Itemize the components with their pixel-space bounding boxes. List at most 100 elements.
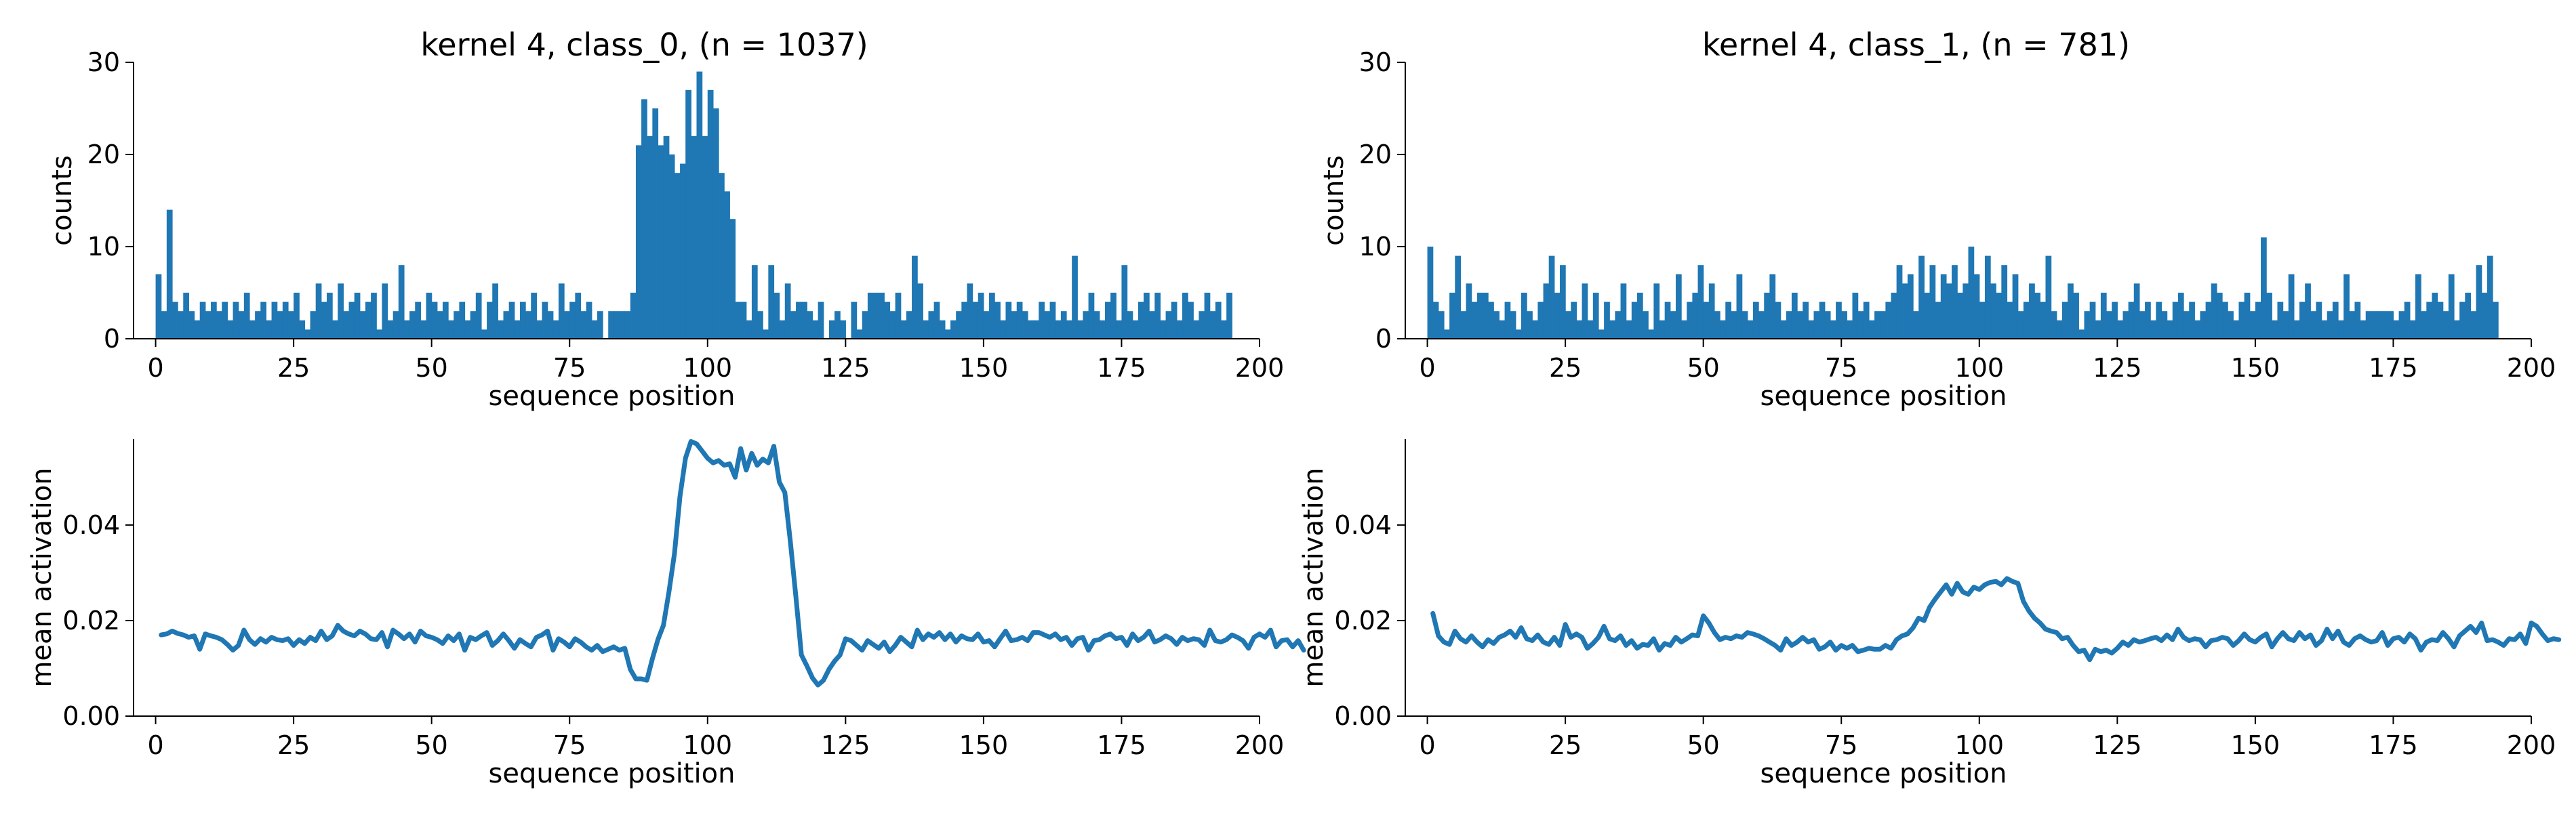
bar <box>2327 311 2333 339</box>
bar <box>630 293 637 339</box>
bar <box>205 311 212 339</box>
bar <box>233 301 239 339</box>
bar <box>1016 301 1023 339</box>
bar <box>1105 301 1111 339</box>
bar <box>359 311 366 339</box>
bar <box>707 89 714 339</box>
x-tick-label: 25 <box>277 353 310 383</box>
bar <box>779 320 786 339</box>
bar <box>398 265 405 339</box>
bar <box>1432 301 1439 339</box>
bar <box>194 320 201 339</box>
bar <box>856 329 863 339</box>
bar <box>1427 247 1434 339</box>
y-tick-label: 20 <box>87 140 120 169</box>
bar <box>1868 320 1875 339</box>
bar <box>1901 283 1908 339</box>
bar <box>1598 329 1605 339</box>
bar <box>668 154 675 339</box>
bar <box>933 301 940 339</box>
bar <box>426 293 432 339</box>
bar <box>724 191 730 339</box>
bar <box>1643 311 1649 339</box>
bar <box>1880 311 1886 339</box>
bar <box>812 320 819 339</box>
bar <box>1559 265 1566 339</box>
bar <box>2117 320 2124 339</box>
bar <box>199 301 206 339</box>
bar <box>2282 311 2289 339</box>
bar <box>2343 274 2350 339</box>
bar <box>371 293 377 339</box>
bar <box>586 301 592 339</box>
bar <box>1116 320 1123 339</box>
bar <box>591 320 598 339</box>
bar <box>1648 329 1654 339</box>
bar <box>1548 255 1555 339</box>
y-axis-label: counts <box>1319 155 1350 246</box>
bar <box>1093 311 1100 339</box>
x-tick-label: 75 <box>1825 730 1857 760</box>
x-tick-label: 100 <box>683 353 733 383</box>
bar <box>492 283 498 339</box>
bar <box>2409 320 2416 339</box>
bar <box>1182 293 1188 339</box>
bar <box>304 329 311 339</box>
bar <box>1005 301 1012 339</box>
x-tick-label: 175 <box>1097 353 1146 383</box>
bar <box>989 293 995 339</box>
bar <box>2432 293 2438 339</box>
bar <box>1609 320 1615 339</box>
bar <box>2421 311 2427 339</box>
bar <box>1808 320 1815 339</box>
bar <box>1039 301 1045 339</box>
bar <box>663 136 670 339</box>
bar <box>1576 320 1583 339</box>
bar <box>1736 274 1743 339</box>
chart-panel-2: 0 25 50 75 100 125 150 175 200 0 10 20 30 sequence po… <box>1319 26 2556 412</box>
bar <box>569 301 576 339</box>
bar <box>746 320 752 339</box>
bar <box>1455 255 1462 339</box>
bar <box>1891 293 1897 339</box>
x-tick-label: 150 <box>959 353 1009 383</box>
bar <box>459 301 466 339</box>
bar <box>155 274 162 339</box>
bar <box>1604 301 1610 339</box>
y-tick-label: 0.00 <box>62 701 120 731</box>
bar <box>1692 293 1699 339</box>
bar <box>735 301 742 339</box>
bar <box>1476 293 1483 339</box>
bar <box>558 283 565 339</box>
bar <box>2465 293 2472 339</box>
bar <box>1165 311 1172 339</box>
bar <box>243 293 250 339</box>
series-line <box>1430 576 2562 663</box>
bar <box>2189 301 2195 339</box>
bar <box>2310 311 2317 339</box>
bar <box>2007 301 2013 339</box>
bar <box>2437 301 2444 339</box>
bar <box>1504 301 1511 339</box>
bar <box>2073 293 2079 339</box>
bar <box>1979 301 1986 339</box>
bar <box>508 301 515 339</box>
bar <box>1913 311 1919 339</box>
bar <box>1154 293 1161 339</box>
bar <box>1758 311 1765 339</box>
bar <box>1193 320 1200 339</box>
bar <box>1028 320 1034 339</box>
bar <box>1687 301 1693 339</box>
bar <box>1471 301 1478 339</box>
bar <box>2089 301 2096 339</box>
bar <box>597 311 603 339</box>
bar <box>818 301 824 339</box>
bar <box>1011 311 1018 339</box>
bar <box>2106 311 2112 339</box>
bar <box>1852 293 1859 339</box>
x-tick-label: 175 <box>2369 353 2418 383</box>
chart-title: kernel 4, class_1, (n = 781) <box>1702 26 2130 63</box>
bar <box>2321 320 2328 339</box>
bar <box>1681 320 1687 339</box>
bar <box>315 283 322 339</box>
